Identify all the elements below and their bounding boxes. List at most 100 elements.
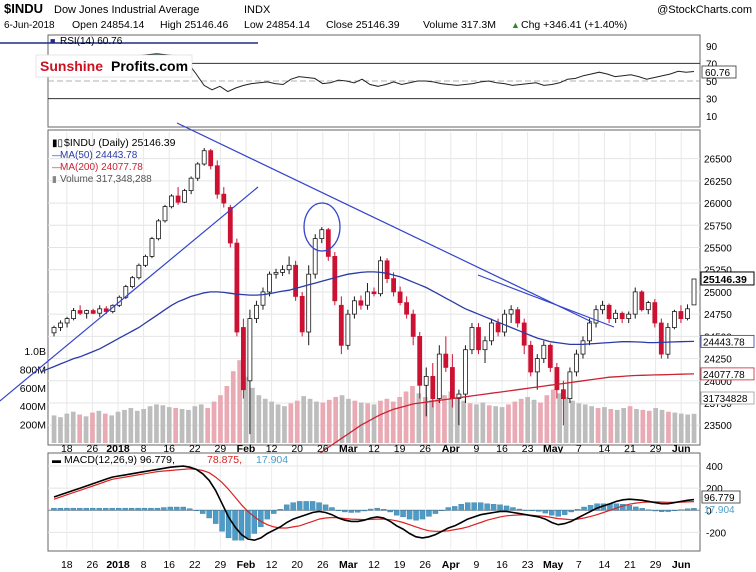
- macd-histogram-bar: [154, 507, 161, 511]
- candle-body: [658, 322, 664, 355]
- price-tick-label: 26000: [704, 199, 732, 210]
- volume-bar: [307, 398, 313, 443]
- volume-bar: [64, 413, 70, 443]
- macd-histogram-bar: [64, 507, 70, 511]
- volume-bar: [621, 408, 626, 443]
- close-last-value: 25146.39: [703, 274, 747, 286]
- macd-histogram-bar: [57, 507, 64, 511]
- date-tick-label: 18: [61, 443, 73, 455]
- ma200-last-box: [700, 367, 755, 381]
- macd-histogram-bar: [167, 506, 174, 511]
- price-tick-label: 25000: [704, 288, 732, 299]
- macd-tick-label: -200: [706, 528, 726, 539]
- date-tick-label: 23: [522, 443, 534, 455]
- rsi-tick-label: 90: [706, 42, 718, 53]
- volume-bar: [422, 397, 428, 443]
- ma50-last-box: [700, 334, 755, 348]
- macd-histogram-bar: [413, 510, 419, 521]
- candle-body: [449, 367, 455, 400]
- candle-body: [162, 206, 168, 222]
- macd-histogram-bar: [646, 509, 652, 511]
- candle-body: [306, 273, 312, 333]
- macd-histogram-bar: [419, 510, 426, 520]
- candle-body: [97, 308, 103, 314]
- date-tick-label: 29: [215, 559, 227, 571]
- volume-bar: [58, 417, 63, 443]
- date-tick-label: 14: [599, 443, 611, 455]
- volume-bar: [134, 410, 140, 443]
- copyright: @StockCharts.com: [657, 4, 752, 16]
- trend-lines: [0, 122, 615, 402]
- macd-histogram-bar: [458, 504, 464, 511]
- macd-signal-legend: 78.875,: [207, 454, 242, 466]
- candle-body: [240, 327, 246, 391]
- date-tick-label: 2018: [106, 559, 130, 571]
- volume-bar: [410, 386, 415, 443]
- macd-histogram-bar: [296, 501, 303, 511]
- macd-histogram-bar: [432, 510, 439, 514]
- date-tick-label: 23: [522, 559, 534, 571]
- rsi-line: [53, 53, 695, 93]
- volume-bar: [51, 415, 57, 443]
- macd-histogram-bar: [96, 507, 102, 511]
- date-tick-label: Apr: [442, 559, 460, 571]
- candle-body: [64, 318, 70, 324]
- candle-body: [234, 242, 240, 333]
- rsi-last-box: [701, 65, 737, 79]
- date-axis-bottom: 18 26 2018 8 16 22 29 Feb 12 20 26 Mar 12 19 26 Apr 9 16 2…: [61, 559, 691, 571]
- volume-bar: [211, 401, 217, 443]
- macd-histogram-bar: [452, 506, 458, 511]
- date-tick-label: 12: [368, 443, 380, 455]
- candle-body: [404, 302, 410, 315]
- candle-body: [547, 344, 553, 368]
- volume-tick-label: 600M: [20, 383, 46, 395]
- volume-bar: [237, 360, 242, 443]
- date-tick-label: Feb: [237, 443, 256, 455]
- macd-histogram-bar: [587, 505, 594, 511]
- macd-histogram-bar: [174, 506, 180, 511]
- price-tick-label: 24250: [704, 355, 732, 366]
- candle-body: [632, 291, 638, 315]
- macd-histogram-bar: [503, 505, 510, 511]
- volume-bar: [518, 398, 524, 443]
- volume-bar: [224, 386, 230, 443]
- macd-histogram-bar: [141, 507, 148, 511]
- macd-histogram-bar: [193, 510, 199, 511]
- volume-bar: [550, 389, 556, 443]
- quote-open: Open 24854.14: [72, 19, 145, 31]
- downtrend-line-main: [176, 122, 593, 323]
- date-tick-label: 26: [317, 443, 329, 455]
- volume-bars: [51, 360, 697, 443]
- rsi-tick-label: 70: [706, 59, 718, 70]
- macd-histogram-bar: [355, 510, 361, 513]
- downtrend-line-short: [477, 274, 615, 328]
- candle-body: [600, 304, 605, 311]
- candle-body: [319, 229, 325, 239]
- volume-bar: [115, 411, 121, 443]
- volume-bar: [608, 409, 614, 443]
- date-tick-label: 12: [368, 559, 380, 571]
- candle-body: [253, 304, 259, 319]
- macd-histogram-bar: [103, 507, 109, 511]
- date-tick-label: 16: [496, 443, 508, 455]
- macd-histogram-bar: [684, 508, 691, 511]
- volume-bar: [403, 391, 409, 443]
- volume-bar: [269, 401, 274, 443]
- volume-bar: [333, 397, 338, 443]
- date-tick-label: 2018: [106, 443, 130, 455]
- macd-histogram-bar: [161, 507, 167, 511]
- macd-histogram-bar: [465, 502, 471, 511]
- macd-histogram-bar: [180, 506, 186, 511]
- volume-bar: [314, 401, 319, 443]
- price-tick-label: 25750: [704, 221, 732, 232]
- volume-bar: [256, 395, 262, 443]
- ma50-last-value: 24443.78: [703, 337, 745, 348]
- candle-body: [476, 327, 481, 351]
- candle-body: [665, 327, 671, 355]
- volume-bar: [659, 409, 665, 443]
- date-tick-label: 9: [473, 443, 479, 455]
- quote-change: Chg +346.41 (+1.40%): [521, 19, 627, 31]
- chart-header: $INDU Dow Jones Industrial Average INDX …: [4, 1, 752, 31]
